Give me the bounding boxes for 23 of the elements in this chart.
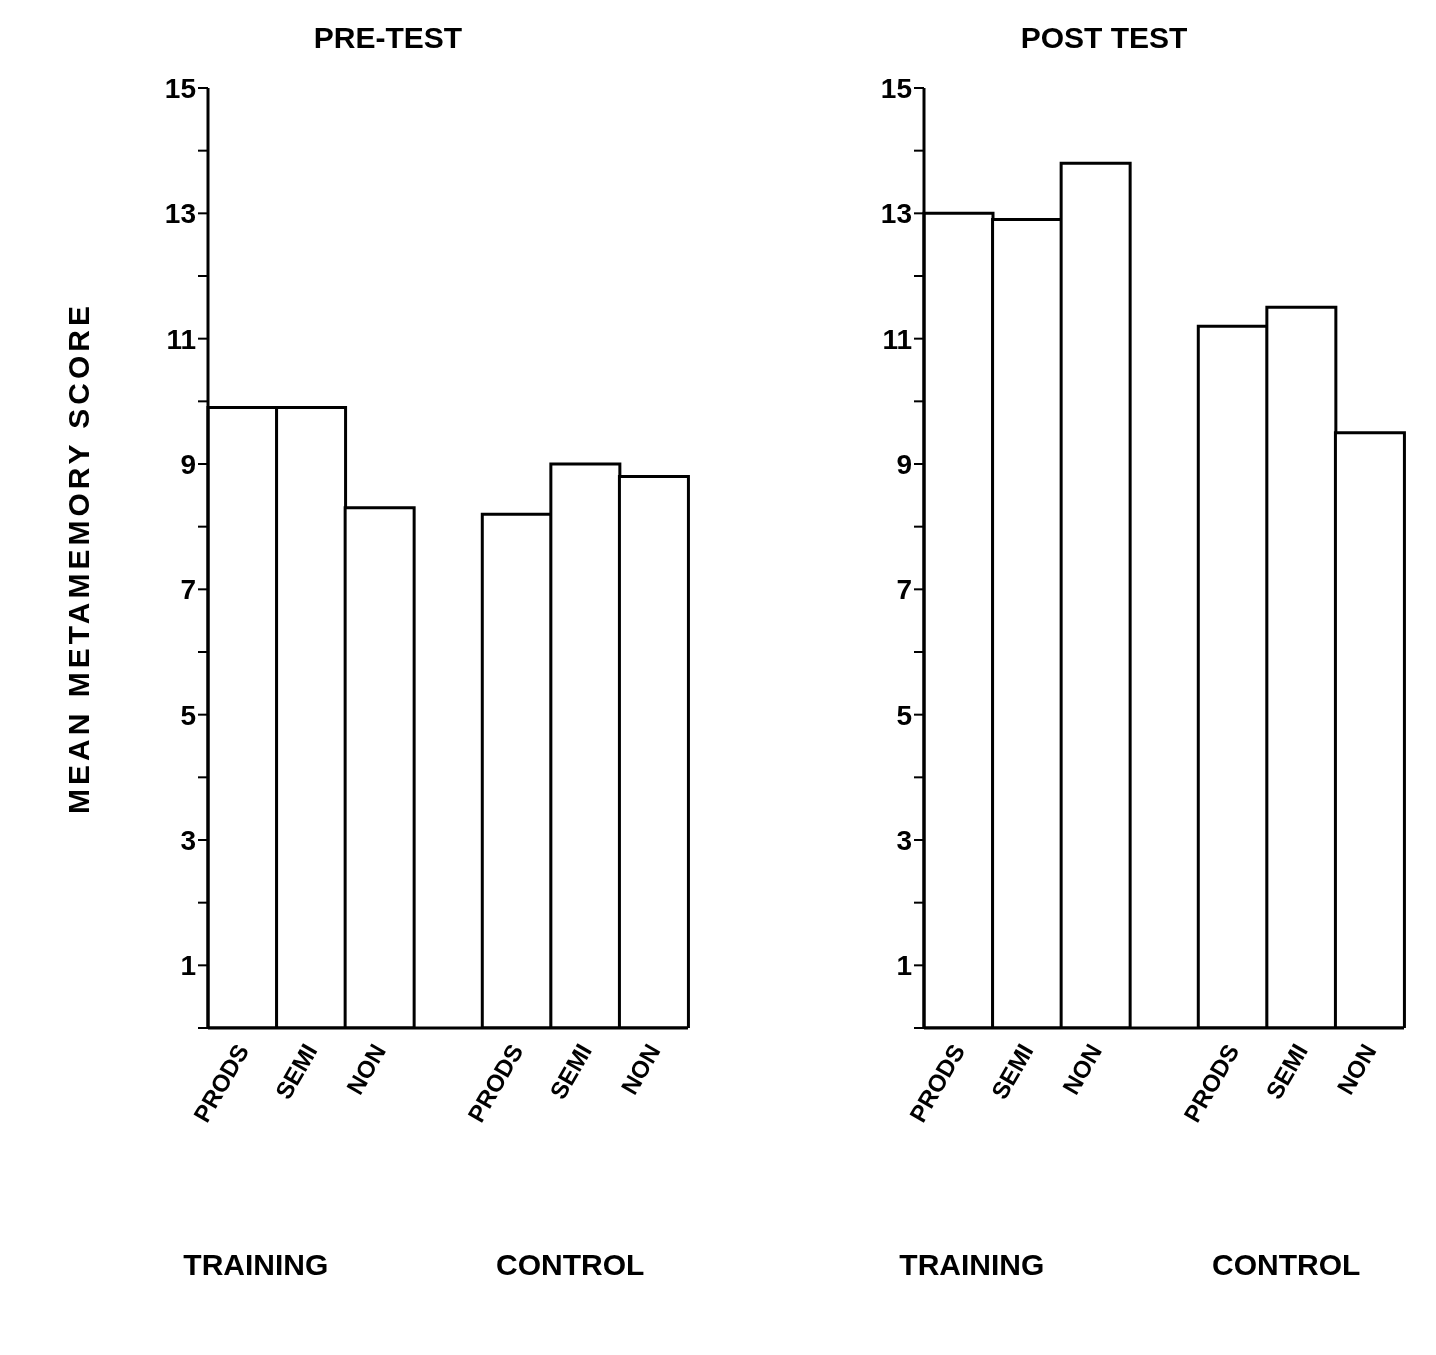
y-tick-label: 9 [896, 448, 912, 480]
y-tick-label: 13 [164, 198, 196, 230]
y-tick-label: 7 [180, 574, 196, 606]
chart-title: POST TEST [1019, 20, 1189, 56]
y-tick-label: 1 [180, 950, 196, 982]
y-tick-label: 15 [164, 72, 196, 104]
text: TRAINING [899, 1248, 1045, 1282]
y-axis-title: MEAN METAMEMORY SCORE [61, 302, 95, 814]
y-tick-label: 11 [166, 323, 196, 355]
y-tick-label: 15 [880, 72, 912, 104]
text: TRAINING [183, 1248, 329, 1282]
text: CONTROL [495, 1248, 645, 1282]
y-tick-label: 3 [180, 824, 196, 856]
chart-title: PRE-TEST [312, 20, 464, 56]
y-tick-label: 13 [880, 198, 912, 230]
y-tick-label: 11 [882, 323, 912, 355]
text: CONTROL [1211, 1248, 1361, 1282]
y-tick-label: 5 [896, 699, 912, 731]
y-tick-label: 9 [180, 448, 196, 480]
y-tick-label: 1 [896, 950, 912, 982]
y-tick-label: 7 [896, 574, 912, 606]
y-tick-label: 5 [180, 699, 196, 731]
y-tick-label: 3 [896, 824, 912, 856]
